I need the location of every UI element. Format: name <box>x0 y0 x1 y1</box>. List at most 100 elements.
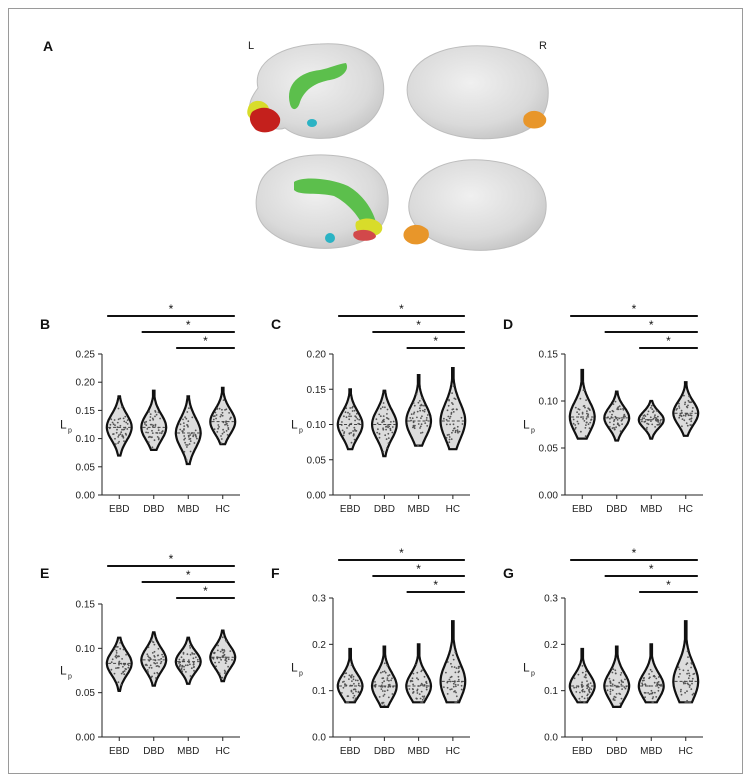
data-point <box>643 691 646 694</box>
data-point <box>685 663 688 666</box>
y-tick-label: 0.20 <box>76 378 96 389</box>
data-point <box>452 385 455 388</box>
data-point <box>582 418 584 420</box>
data-point <box>680 693 683 696</box>
data-point <box>381 684 383 687</box>
data-point <box>421 701 424 704</box>
data-point <box>420 417 422 419</box>
data-point <box>225 430 228 432</box>
data-point <box>419 425 422 428</box>
data-point <box>682 669 685 672</box>
data-point <box>347 411 349 414</box>
data-point <box>614 400 617 403</box>
violin-ebd <box>568 368 596 440</box>
panel-a-label: A <box>43 38 54 54</box>
data-point <box>111 658 114 661</box>
data-point <box>120 683 122 686</box>
data-point <box>191 416 194 419</box>
data-point <box>454 651 457 654</box>
data-point <box>687 404 689 407</box>
data-point <box>573 677 576 680</box>
data-point <box>117 436 120 438</box>
data-point <box>452 411 455 413</box>
data-point <box>185 444 188 446</box>
data-point <box>184 664 187 667</box>
data-point <box>227 428 230 431</box>
data-point <box>616 419 619 421</box>
data-point <box>159 662 162 665</box>
data-point <box>417 678 420 681</box>
data-point <box>382 695 385 697</box>
data-point <box>677 676 680 678</box>
data-point <box>656 683 658 686</box>
x-tick-label: MBD <box>640 504 662 515</box>
data-point <box>350 689 353 692</box>
data-point <box>660 683 662 686</box>
data-point <box>221 636 224 639</box>
data-point <box>417 401 420 404</box>
data-point <box>189 663 191 666</box>
data-point <box>683 419 686 422</box>
data-point <box>220 414 223 416</box>
data-point <box>426 414 429 416</box>
data-point <box>158 665 161 668</box>
data-point <box>618 681 621 684</box>
data-point <box>449 423 451 426</box>
data-point <box>416 677 418 679</box>
data-point <box>149 423 152 426</box>
data-point <box>655 696 658 698</box>
data-point <box>342 434 345 437</box>
data-point <box>460 684 463 687</box>
data-point <box>588 687 591 689</box>
data-point <box>580 683 583 686</box>
data-point <box>183 425 186 427</box>
data-point <box>644 415 647 417</box>
data-point <box>351 410 354 412</box>
data-point <box>383 704 386 707</box>
data-point <box>156 665 159 667</box>
y-tick-label: 0.00 <box>76 491 96 502</box>
data-point <box>576 420 579 423</box>
data-point <box>127 664 130 667</box>
data-point <box>387 674 389 677</box>
data-point <box>620 672 623 674</box>
data-point <box>218 426 220 428</box>
data-point <box>575 686 578 689</box>
data-point <box>149 664 152 667</box>
data-point <box>151 675 154 678</box>
data-point <box>189 645 191 647</box>
data-point <box>589 409 591 411</box>
significance-label: * <box>203 334 208 348</box>
data-point <box>578 413 580 415</box>
violin-dbd <box>371 389 398 458</box>
data-point <box>421 684 424 686</box>
data-point <box>688 686 691 688</box>
data-point <box>382 419 384 422</box>
data-point <box>457 699 459 702</box>
data-point <box>611 427 614 430</box>
data-point <box>186 424 189 427</box>
data-point <box>680 688 682 691</box>
violin-dbd <box>370 645 398 708</box>
data-point <box>421 397 423 400</box>
data-point <box>688 674 691 677</box>
data-point <box>157 437 160 440</box>
data-point <box>420 432 422 434</box>
data-point <box>581 689 583 692</box>
data-point <box>355 430 358 432</box>
data-point <box>572 418 575 421</box>
data-point <box>155 432 158 434</box>
data-point <box>148 411 151 413</box>
data-point <box>152 641 155 644</box>
data-point <box>223 669 226 672</box>
data-point <box>423 695 426 698</box>
data-point <box>648 693 651 695</box>
data-point <box>357 682 360 685</box>
x-tick-label: HC <box>679 504 693 515</box>
data-point <box>454 690 456 692</box>
data-point <box>219 650 222 653</box>
data-point <box>114 437 116 440</box>
chart-panel-e: 0.00 0.05 0.10 0.15 L p EBD DBD MBD HC * * * <box>60 552 240 757</box>
y-tick-label: 0.10 <box>307 420 327 431</box>
data-point <box>457 684 459 686</box>
